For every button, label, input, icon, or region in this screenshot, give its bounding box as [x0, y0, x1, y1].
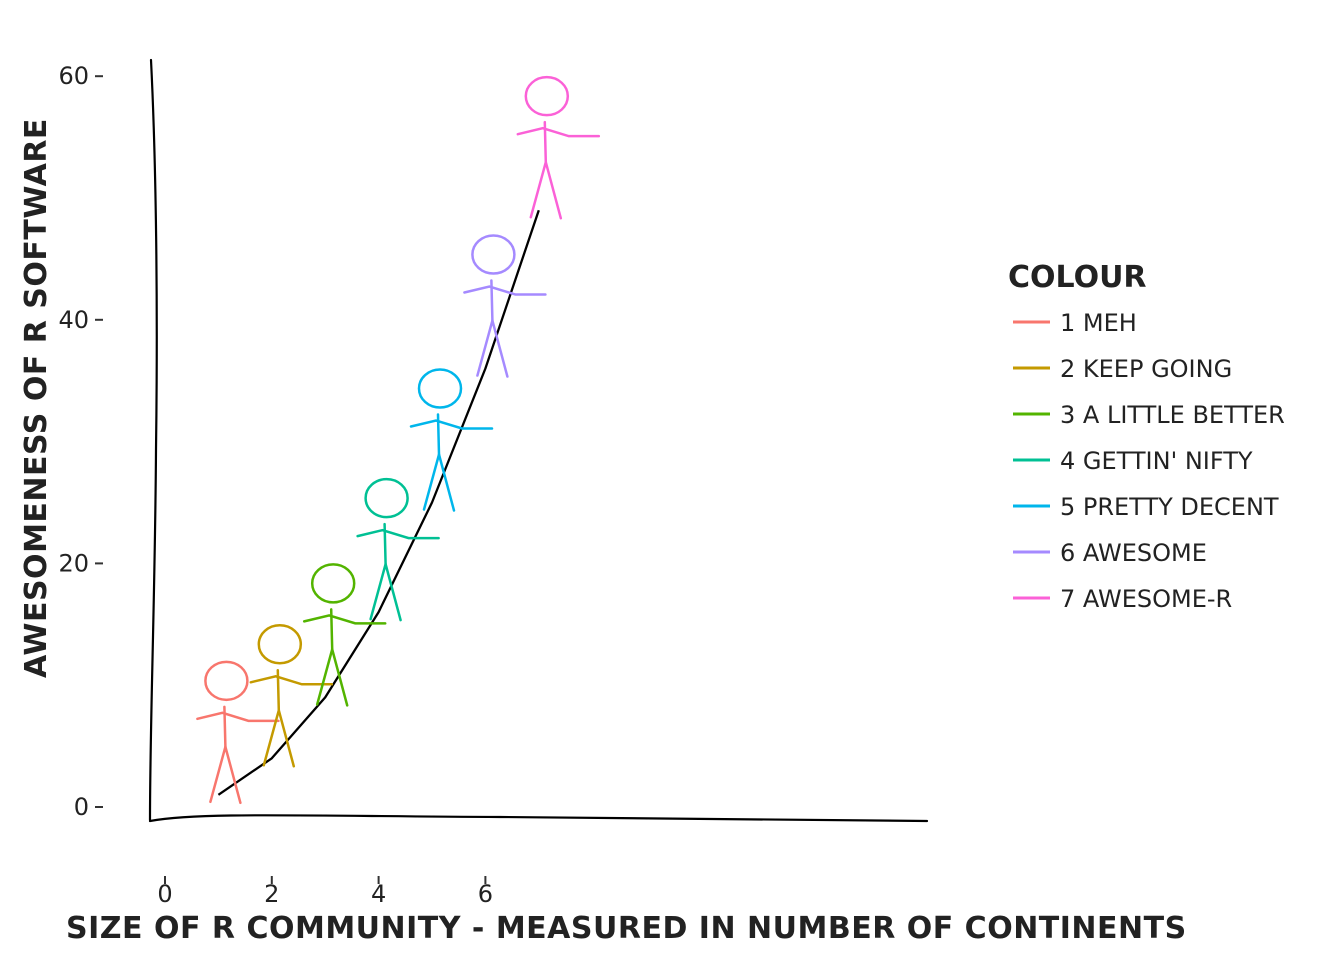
legend-label: 7 AWESOME-R: [1060, 585, 1232, 613]
y-tick-label: 60: [58, 62, 89, 90]
figure-legs: [422, 453, 456, 512]
figure-legs: [369, 562, 402, 622]
figure-arms: [249, 674, 334, 686]
legend-item-3: 3 A LITTLE BETTER: [1013, 401, 1285, 429]
figure-legs: [209, 745, 242, 805]
legend-title: COLOUR: [1008, 260, 1147, 295]
y-tick-label: 0: [74, 793, 89, 821]
legend-label: 5 PRETTY DECENT: [1060, 493, 1279, 521]
legend-label: 4 GETTIN' NIFTY: [1060, 447, 1253, 475]
figure-head: [364, 477, 409, 519]
stick-figure-5: [409, 368, 494, 512]
y-axis-line: [148, 58, 158, 822]
figure-head: [524, 75, 570, 117]
figure-arms: [356, 528, 440, 540]
stick-figure-1: [196, 660, 280, 805]
legend: COLOUR 1 MEH 2 KEEP GOING 3 A LITTLE BETTE…: [1008, 260, 1285, 613]
figure-legs: [315, 648, 349, 707]
figure-head: [310, 563, 356, 604]
legend-item-6: 6 AWESOME: [1013, 539, 1207, 567]
legend-label: 2 KEEP GOING: [1060, 355, 1232, 383]
legend-label: 3 A LITTLE BETTER: [1060, 401, 1285, 429]
figure-head: [417, 368, 463, 409]
legend-item-5: 5 PRETTY DECENT: [1013, 493, 1279, 521]
figure-legs: [529, 160, 563, 220]
figure-legs: [476, 319, 509, 378]
x-tick-label: 2: [264, 880, 279, 908]
x-tick-label: 6: [478, 880, 493, 908]
stick-figure-6: [463, 234, 547, 378]
x-tick-label: 0: [157, 880, 172, 908]
figure-head: [471, 234, 516, 275]
x-axis-line: [148, 814, 929, 823]
axes: [148, 58, 929, 823]
stick-figure-4: [356, 477, 440, 622]
x-axis-title: SIZE OF R COMMUNITY - MEASURED IN NUMBER…: [66, 911, 1187, 946]
legend-items: 1 MEH 2 KEEP GOING 3 A LITTLE BETTER 4 GETT…: [1013, 309, 1285, 613]
legend-label: 1 MEH: [1060, 309, 1137, 337]
x-tick-label: 4: [371, 880, 386, 908]
legend-label: 6 AWESOME: [1060, 539, 1207, 567]
trend-line: [217, 209, 540, 796]
y-tick-label: 20: [58, 549, 89, 577]
figure-head: [204, 660, 249, 702]
y-tick-label: 40: [58, 306, 89, 334]
legend-item-4: 4 GETTIN' NIFTY: [1013, 447, 1253, 475]
axis-ticks: 0 20 40 60 0 2 4 6: [58, 62, 493, 908]
figure-arms: [516, 126, 601, 138]
stick-figure-7: [516, 75, 601, 220]
trend-line-path: [217, 209, 540, 796]
figure-arms: [409, 419, 494, 430]
figure-legs: [262, 709, 296, 768]
legend-item-1: 1 MEH: [1013, 309, 1137, 337]
legend-item-2: 2 KEEP GOING: [1013, 355, 1232, 383]
stick-figure-2: [249, 624, 334, 768]
figure-arms: [302, 614, 387, 625]
figure-arms: [463, 285, 547, 296]
y-axis-title: AWESOMENESS OF R SOFTWARE: [19, 118, 54, 678]
figure-head: [257, 624, 303, 665]
legend-item-7: 7 AWESOME-R: [1013, 585, 1232, 613]
figure-arms: [196, 711, 280, 723]
stick-figure-3: [302, 563, 387, 707]
stick-figures: [196, 75, 601, 805]
